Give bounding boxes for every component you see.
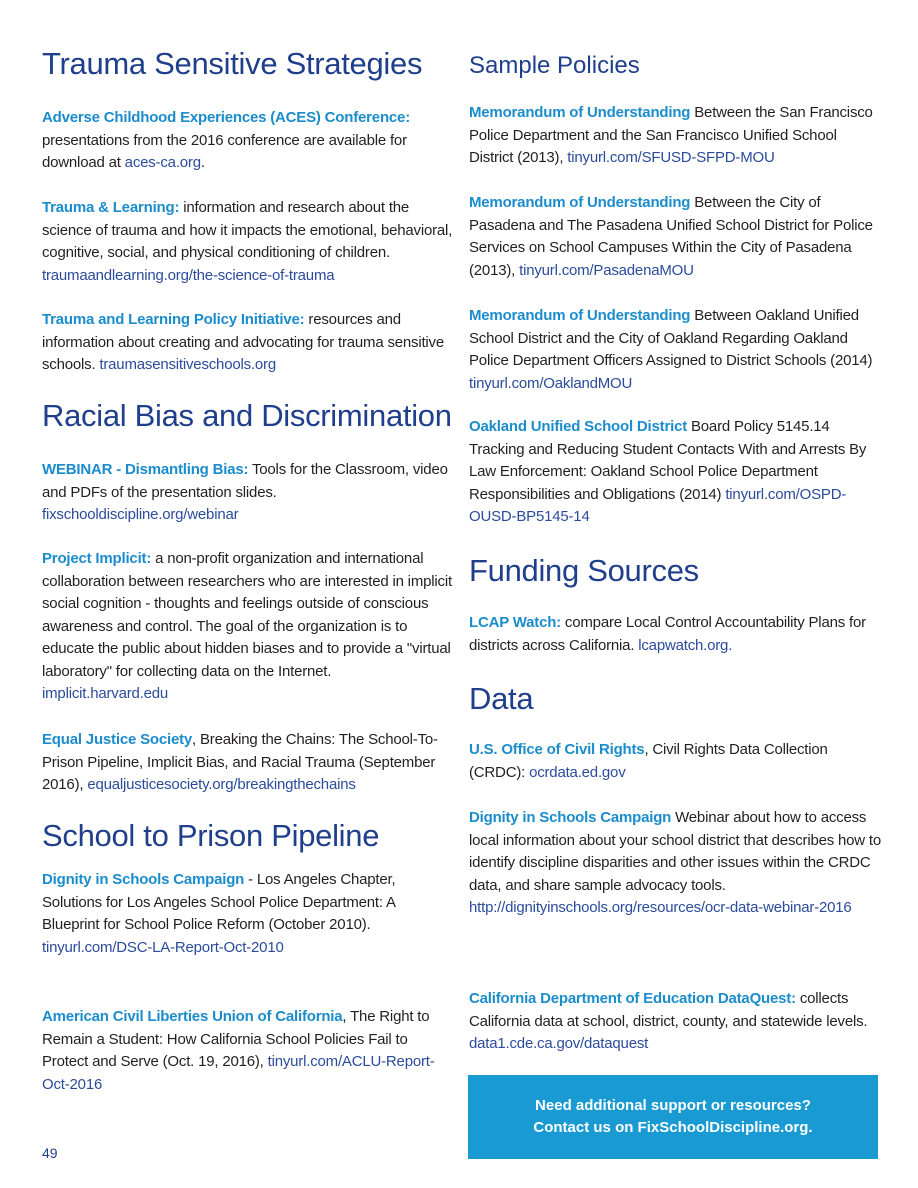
entry-source-name: LCAP Watch:: [469, 614, 561, 631]
entry-tlpi: Trauma and Learning Policy Initiative: r…: [42, 309, 454, 377]
entry-link[interactable]: ocrdata.ed.gov: [529, 763, 626, 781]
entry-source-name: Adverse Childhood Experiences (ACES) Con…: [42, 109, 410, 126]
entry-source-name: Oakland Unified School District: [469, 418, 688, 435]
callout-line-2[interactable]: Contact us on FixSchoolDiscipline.org.: [533, 1119, 813, 1136]
entry-text: , The Right to Remain a Student: How Cal…: [42, 1008, 430, 1070]
entry-link[interactable]: fixschooldiscipline.org/webinar: [42, 506, 239, 523]
entry-link[interactable]: traumaandlearning.org/the-science-of-tra…: [42, 266, 335, 284]
entry-text: presentations from the 2016 conference a…: [42, 131, 407, 172]
entry-link[interactable]: tinyurl.com/SFUSD-SFPD-MOU: [567, 149, 775, 166]
entry-link[interactable]: lcapwatch.org.: [638, 636, 733, 654]
entry-link[interactable]: implicit.harvard.edu: [42, 685, 169, 702]
entry-text: a non-profit organization and internatio…: [42, 550, 452, 680]
entry-text: collects California data at school, dist…: [469, 990, 868, 1030]
entry-text: , Civil Rights Data Collection (CRDC):: [469, 741, 828, 781]
entry-aclu: American Civil Liberties Union of Califo…: [42, 1006, 454, 1096]
entry-source-name: Trauma & Learning:: [42, 199, 180, 216]
heading-sample-policies: Sample Policies: [469, 52, 640, 79]
entry-lcap-watch: LCAP Watch: compare Local Control Accoun…: [469, 612, 881, 657]
heading-school-to-prison: School to Prison Pipeline: [42, 818, 380, 853]
entry-ocr: U.S. Office of Civil Rights, Civil Right…: [469, 739, 881, 784]
entry-source-name: American Civil Liberties Union of Califo…: [42, 1008, 343, 1025]
entry-source-name: Memorandum of Understanding: [469, 307, 691, 324]
heading-funding-sources: Funding Sources: [469, 553, 699, 588]
entry-link[interactable]: tinyurl.com/PasadenaMOU: [519, 261, 694, 279]
entry-project-implicit: Project Implicit: a non-profit organizat…: [42, 548, 454, 706]
entry-equal-justice: Equal Justice Society, Breaking the Chai…: [42, 729, 454, 797]
entry-text: Board Policy 5145.14 Tracking and Reduci…: [469, 418, 867, 503]
entry-text: Tools for the Classroom, video and PDFs …: [42, 461, 448, 501]
entry-text: .: [200, 154, 205, 171]
entry-source-name: WEBINAR - Dismantling Bias:: [42, 461, 249, 478]
entry-text: Between Oakland Unified School District …: [469, 307, 873, 369]
entry-link[interactable]: equaljusticesociety.org/breakingthechain…: [87, 776, 356, 793]
entry-source-name: Memorandum of Understanding: [469, 194, 691, 211]
entry-text: compare Local Control Accountability Pla…: [469, 614, 866, 654]
entry-link[interactable]: data1.cde.ca.gov/dataquest: [469, 1035, 649, 1052]
page-number: 49: [42, 1145, 58, 1161]
entry-aces: Adverse Childhood Experiences (ACES) Con…: [42, 107, 454, 175]
entry-source-name: Memorandum of Understanding: [469, 104, 691, 121]
entry-dsc-la: Dignity in Schools Campaign - Los Angele…: [42, 869, 454, 959]
heading-data: Data: [469, 681, 534, 716]
entry-link[interactable]: tinyurl.com/OSPD-OUSD-BP5145-14: [469, 485, 847, 526]
entry-mou-pasadena: Memorandum of Understanding Between the …: [469, 192, 881, 282]
entry-text: Between the City of Pasadena and The Pas…: [469, 194, 873, 279]
entry-link[interactable]: tinyurl.com/ACLU-Report-Oct-2016: [42, 1053, 435, 1093]
entry-link[interactable]: traumasensitiveschools.org: [99, 356, 276, 373]
entry-text: information and research about the scien…: [42, 199, 453, 261]
entry-dataquest: California Department of Education DataQ…: [469, 988, 881, 1056]
callout-line-1: Need additional support or resources?: [535, 1097, 811, 1114]
entry-source-name: Trauma and Learning Policy Initiative:: [42, 311, 305, 328]
heading-racial-bias: Racial Bias and Discrimination: [42, 398, 452, 433]
entry-source-name: Dignity in Schools Campaign: [42, 871, 245, 888]
heading-trauma-sensitive-strategies: Trauma Sensitive Strategies: [42, 46, 423, 81]
entry-ousd-policy: Oakland Unified School District Board Po…: [469, 416, 881, 529]
entry-link[interactable]: aces-ca.org: [124, 154, 201, 171]
entry-text: Webinar about how to access local inform…: [469, 809, 882, 894]
entry-source-name: Equal Justice Society: [42, 731, 193, 748]
entry-text: Between the San Francisco Police Departm…: [469, 104, 873, 166]
entry-text: , Breaking the Chains: The School-To-Pri…: [42, 731, 438, 793]
entry-source-name: California Department of Education DataQ…: [469, 990, 796, 1007]
entry-text: - Los Angeles Chapter, Solutions for Los…: [42, 871, 396, 933]
entry-mou-sf: Memorandum of Understanding Between the …: [469, 102, 881, 170]
entry-dsc-webinar: Dignity in Schools Campaign Webinar abou…: [469, 807, 881, 920]
entry-mou-oakland: Memorandum of Understanding Between Oakl…: [469, 305, 881, 395]
entry-source-name: Dignity in Schools Campaign: [469, 809, 672, 826]
entry-webinar: WEBINAR - Dismantling Bias: Tools for th…: [42, 459, 454, 527]
entry-source-name: U.S. Office of Civil Rights: [469, 741, 645, 758]
entry-source-name: Project Implicit:: [42, 550, 152, 567]
entry-link[interactable]: http://dignityinschools.org/resources/oc…: [469, 899, 852, 916]
entry-link[interactable]: tinyurl.com/OaklandMOU: [469, 374, 633, 392]
contact-callout: Need additional support or resources? Co…: [468, 1075, 878, 1159]
entry-text: resources and information about creating…: [42, 311, 445, 373]
entry-link[interactable]: tinyurl.com/DSC-LA-Report-Oct-2010: [42, 938, 284, 956]
entry-trauma-learning: Trauma & Learning: information and resea…: [42, 197, 454, 287]
